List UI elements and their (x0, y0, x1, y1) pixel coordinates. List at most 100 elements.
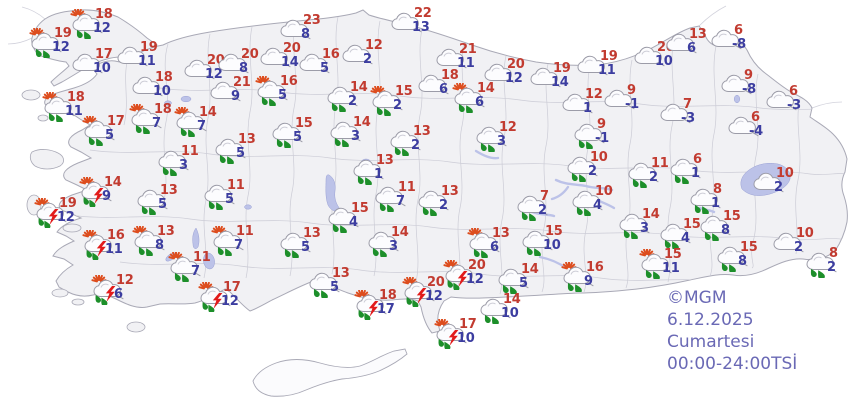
weather-station: 15 10 (520, 225, 563, 256)
weather-station: 11 5 (202, 179, 245, 210)
weather-station: 12 1 (560, 88, 603, 119)
low-temp: 8 (738, 254, 747, 269)
low-temp: 9 (231, 89, 240, 104)
high-temp: 7 (540, 189, 549, 204)
high-temp: 14 (104, 175, 122, 190)
low-temp: 12 (466, 272, 484, 287)
low-temp: 2 (439, 198, 448, 213)
weather-station: 14 2 (325, 81, 368, 112)
low-temp: 10 (153, 84, 171, 99)
weather-station: 14 10 (478, 293, 521, 324)
coastal-island (51, 288, 69, 298)
low-temp: 2 (348, 94, 357, 109)
weather-station: 13 8 (132, 225, 175, 256)
high-temp: 13 (376, 153, 394, 168)
low-temp: 12 (52, 40, 70, 55)
lake-beysehir (203, 252, 215, 270)
high-temp: 12 (365, 38, 383, 53)
weather-station: 20 12 (482, 58, 525, 89)
samos-island (62, 223, 82, 233)
attribution: ©MGM 6.12.2025 Cumartesi 00:00-24:00TSİ (667, 287, 797, 375)
high-temp: 18 (155, 70, 173, 85)
low-temp: 12 (57, 210, 75, 225)
weather-station: 19 12 (29, 27, 72, 58)
low-temp: 10 (501, 306, 519, 321)
high-temp: 19 (553, 61, 571, 76)
low-temp: 2 (538, 203, 547, 218)
low-temp: 5 (236, 146, 245, 161)
bozcaada-island (37, 114, 49, 122)
low-temp: 6 (490, 240, 499, 255)
weather-station: 10 2 (771, 227, 814, 258)
low-temp: 5 (519, 276, 528, 291)
high-temp: 17 (107, 114, 125, 129)
weather-station: 18 12 (70, 8, 113, 39)
high-temp: 19 (54, 26, 72, 41)
low-temp: 6 (687, 41, 696, 56)
weather-station: 15 2 (370, 85, 413, 116)
low-temp: 5 (105, 128, 114, 143)
high-temp: 16 (586, 260, 604, 275)
weather-station: 17 5 (82, 115, 125, 146)
weather-station: 13 2 (416, 185, 459, 216)
high-temp: 13 (492, 226, 510, 241)
weather-station: 6 -3 (764, 85, 801, 116)
high-temp: 14 (503, 292, 521, 307)
weather-station: 14 9 (79, 176, 122, 207)
weather-station: 15 4 (658, 218, 701, 249)
weather-station: 18 10 (130, 71, 173, 102)
low-temp: -3 (681, 111, 695, 126)
low-temp: 9 (102, 189, 111, 204)
weather-station: 14 5 (496, 263, 539, 294)
weather-station: 16 9 (561, 261, 604, 292)
low-temp: -1 (625, 97, 639, 112)
low-temp: 2 (393, 98, 402, 113)
high-temp: 11 (227, 178, 245, 193)
weather-station: 20 12 (443, 259, 486, 290)
high-temp: 6 (693, 152, 702, 167)
weather-station: 8 1 (688, 183, 724, 214)
high-temp: 13 (303, 226, 321, 241)
lake-iznik (180, 95, 192, 103)
low-temp: 11 (105, 242, 123, 257)
weather-station: 6 1 (668, 152, 704, 184)
weather-station: 11 3 (156, 145, 199, 176)
weather-station: 6 -4 (726, 111, 763, 142)
high-temp: 15 (664, 247, 682, 262)
lake-egirdir (192, 227, 200, 249)
weather-station: 6 -8 (709, 24, 746, 55)
high-temp: 19 (140, 40, 158, 55)
weather-station: 15 11 (639, 248, 682, 279)
low-temp: 14 (281, 55, 299, 70)
weather-station: 13 5 (307, 267, 350, 298)
weather-station: 13 1 (351, 154, 394, 185)
low-temp: 9 (584, 274, 593, 289)
low-temp: 11 (457, 56, 475, 71)
lake-tuz (325, 174, 341, 212)
weather-station: 16 5 (255, 75, 298, 106)
weather-station: 23 8 (278, 14, 321, 45)
low-temp: 12 (425, 289, 443, 304)
weather-station: 20 12 (402, 276, 445, 307)
attribution-hours: 00:00-24:00TSİ (667, 354, 798, 374)
weather-station: 11 7 (168, 251, 211, 282)
weather-station: 10 4 (570, 185, 613, 216)
weather-station: 20 10 (632, 41, 675, 72)
low-temp: 5 (301, 240, 310, 255)
weather-station: 9 -1 (602, 83, 639, 115)
low-temp: 3 (351, 129, 360, 144)
high-temp: 19 (59, 196, 77, 211)
low-temp: 17 (377, 302, 395, 317)
high-temp: 15 (683, 217, 701, 232)
high-temp: 9 (627, 83, 636, 98)
low-temp: 2 (794, 240, 803, 255)
weather-station: 15 8 (715, 241, 758, 272)
weather-station: 16 11 (82, 229, 125, 260)
high-temp: 13 (160, 183, 178, 198)
neighbor-borders (7, 5, 843, 109)
weather-station: 16 5 (297, 48, 340, 79)
weather-station: 12 6 (91, 274, 134, 305)
high-temp: 13 (413, 124, 431, 139)
high-temp: 11 (398, 180, 416, 195)
high-temp: 18 (95, 7, 113, 22)
